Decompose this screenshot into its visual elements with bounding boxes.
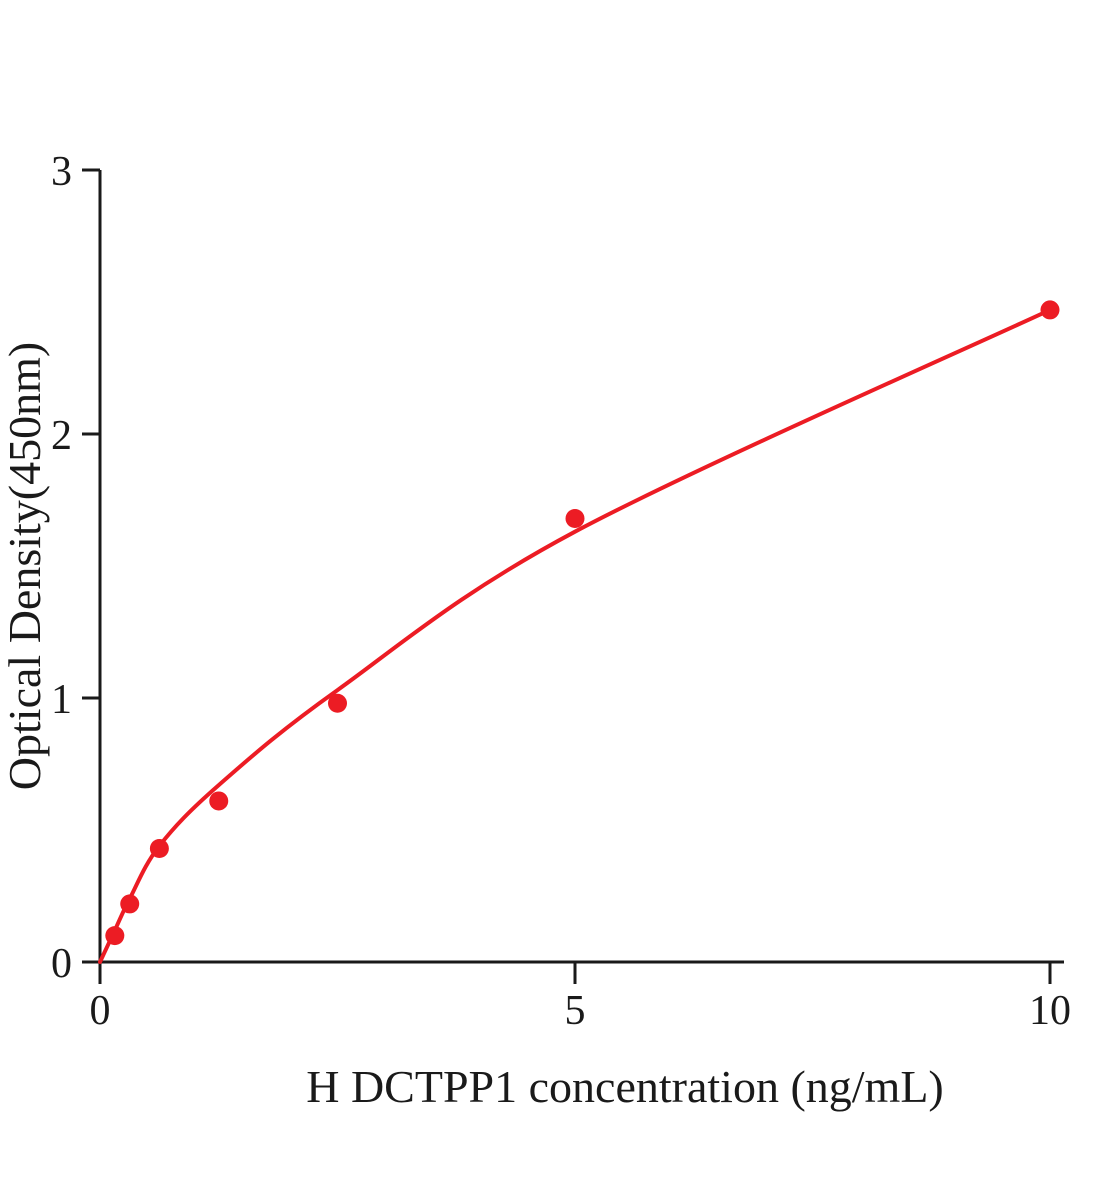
y-tick-label: 0 [51,941,72,987]
y-tick-label: 2 [51,413,72,459]
data-point [120,894,140,914]
data-point [565,508,585,528]
x-axis-title: H DCTPP1 concentration (ng/mL) [306,1061,944,1112]
standard-curve-line [98,307,1052,964]
x-tick-label: 10 [1029,988,1071,1034]
y-tick-label: 1 [51,677,72,723]
data-point [149,838,169,858]
y-tick-label: 3 [51,149,72,195]
data-point [209,791,229,811]
data-point [328,693,347,713]
data-point [105,926,125,946]
y-axis-title: Optical Density(450nm) [0,342,50,790]
x-tick-label: 5 [565,988,586,1034]
x-tick-label: 0 [90,988,111,1034]
data-point [1040,300,1060,320]
plot-area: 0 1 2 3 0 5 10 [51,149,1071,1034]
